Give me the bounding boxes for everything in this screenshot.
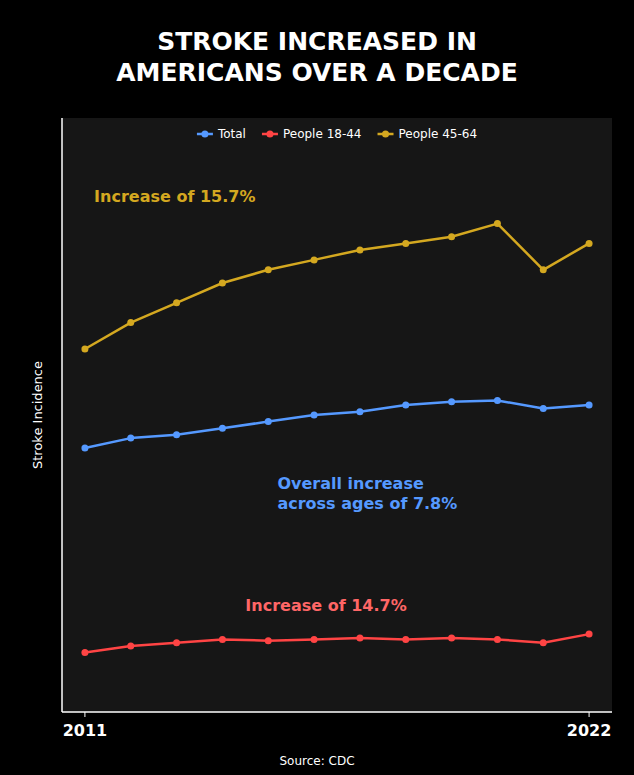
point [494,636,501,643]
point [448,233,455,240]
x-tick-label: 2022 [567,721,612,740]
point [81,649,88,656]
point [540,639,547,646]
point [219,280,226,287]
series-group [81,220,592,656]
point [127,435,134,442]
legend-item: Total [197,127,246,141]
point [311,256,318,263]
point [586,240,593,247]
point [173,639,180,646]
point [265,266,272,273]
series-line [85,634,589,652]
annotation: Increase of 15.7% [94,187,255,206]
point [81,445,88,452]
legend-item: People 18-44 [262,127,362,141]
point [494,397,501,404]
source: Source: CDC [279,754,354,768]
point [586,631,593,638]
legend-label: Total [217,127,246,141]
point [356,635,363,642]
point [311,412,318,419]
legend: Total People 18-44 People 45-64 [197,127,477,141]
point [265,418,272,425]
annotation: Increase of 14.7% [245,596,406,615]
point [173,431,180,438]
legend-marker [201,131,208,138]
point [127,319,134,326]
y-axis [61,118,63,712]
legend-marker [382,131,389,138]
chart: STROKE INCREASED INAMERICANS OVER A DECA… [0,0,634,775]
point [265,637,272,644]
x-tick [589,712,590,717]
legend-label: People 45-64 [399,127,478,141]
point [219,425,226,432]
x-tick [84,712,85,717]
point [540,405,547,412]
background [0,0,634,775]
y-axis-label: Stroke Incidence [30,361,45,469]
plot-area [62,118,612,712]
point [81,346,88,353]
point [356,408,363,415]
point [356,247,363,254]
point [219,636,226,643]
series-line [85,400,589,448]
point [448,398,455,405]
legend-item: People 45-64 [378,127,478,141]
x-axis [62,711,612,713]
point [402,240,409,247]
legend-marker [266,131,273,138]
point [586,402,593,409]
point [311,636,318,643]
point [402,402,409,409]
point [448,635,455,642]
point [173,299,180,306]
point [402,636,409,643]
legend-label: People 18-44 [283,127,362,141]
point [127,643,134,650]
x-tick-label: 2011 [63,721,108,740]
point [540,266,547,273]
series-line [85,224,589,349]
point [494,220,501,227]
title: STROKE INCREASED INAMERICANS OVER A DECA… [116,27,518,87]
annotation: Overall increaseacross ages of 7.8% [277,474,457,513]
